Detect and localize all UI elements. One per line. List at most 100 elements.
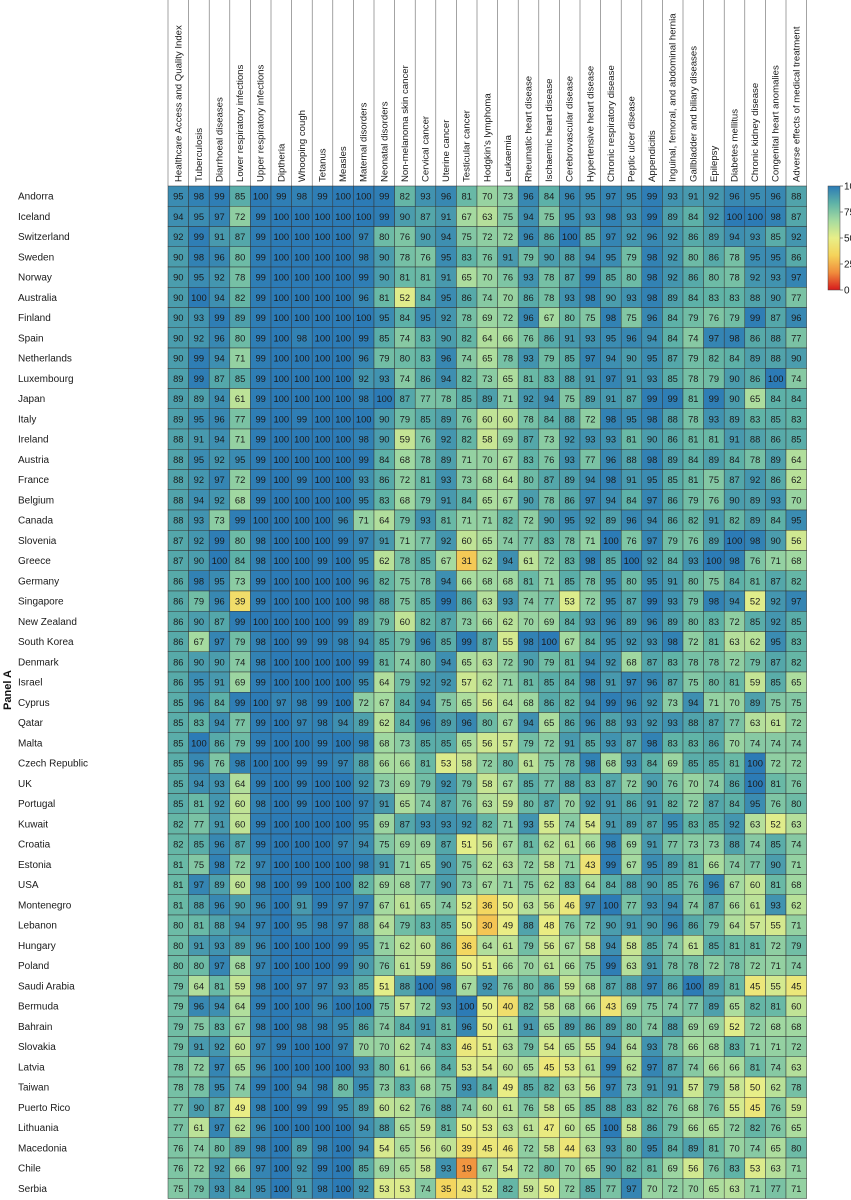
cell-value: 19 [461,1163,471,1174]
cell-value: 82 [544,1082,554,1093]
cell-value: 80 [235,251,245,262]
cell-value: 92 [585,798,595,809]
cell-value: 97 [358,231,368,242]
cell-value: 82 [235,292,245,303]
cell-value: 64 [379,515,389,526]
cell-value: 78 [585,575,595,586]
cell-value: 82 [626,1163,636,1174]
cell-value: 98 [606,474,616,485]
cell-value: 92 [667,231,677,242]
cell-value: 81 [729,758,739,769]
cell-value: 69 [379,1163,389,1174]
row-label: Chile [18,1164,41,1175]
cell-value: 72 [523,1163,533,1174]
cell-value: 100 [273,454,289,465]
cell-value: 54 [482,1061,492,1072]
cell-value: 62 [482,555,492,566]
cell-value: 61 [523,758,533,769]
cell-value: 100 [212,555,228,566]
cell-value: 62 [400,940,410,951]
cell-value: 81 [214,980,224,991]
cell-value: 58 [544,1102,554,1113]
cell-value: 89 [173,413,183,424]
cell-value: 92 [214,798,224,809]
cell-value: 84 [729,353,739,364]
cell-value: 100 [294,292,310,303]
cell-value: 91 [379,535,389,546]
cell-value: 90 [194,555,204,566]
cell-value: 59 [523,1183,533,1194]
cell-value: 91 [214,231,224,242]
cell-value: 76 [420,1102,430,1113]
cell-value: 70 [482,272,492,283]
cell-value: 100 [315,798,331,809]
cell-value: 99 [317,737,327,748]
cell-value: 87 [173,535,183,546]
cell-value: 79 [400,636,410,647]
cell-value: 100 [335,677,351,688]
cell-value: 86 [667,494,677,505]
cell-value: 100 [315,1061,331,1072]
cell-value: 86 [441,960,451,971]
cell-value: 76 [420,251,430,262]
cell-value: 100 [294,960,310,971]
column-header: Epilepsy [709,146,720,182]
cell-value: 97 [317,980,327,991]
cell-value: 84 [400,717,410,728]
cell-value: 65 [420,899,430,910]
cell-value: 96 [626,332,636,343]
cell-value: 72 [585,596,595,607]
cell-value: 81 [709,1142,719,1153]
cell-value: 76 [770,1102,780,1113]
cell-value: 84 [379,454,389,465]
cell-value: 87 [214,373,224,384]
cell-value: 91 [709,515,719,526]
cell-value: 81 [626,434,636,445]
cell-value: 82 [791,575,801,586]
cell-value: 100 [315,393,331,404]
cell-value: 71 [503,879,513,890]
cell-value: 87 [626,737,636,748]
cell-value: 93 [441,1163,451,1174]
cell-value: 75 [441,1082,451,1093]
column-header: Hodgkin's lymphoma [482,93,493,182]
cell-value: 77 [420,393,430,404]
cell-value: 92 [667,251,677,262]
cell-value: 100 [335,332,351,343]
cell-value: 100 [294,515,310,526]
cell-value: 94 [420,697,430,708]
cell-value: 75 [688,677,698,688]
cell-value: 98 [317,920,327,931]
cell-value: 88 [358,920,368,931]
cell-value: 100 [356,413,372,424]
cell-value: 80 [503,758,513,769]
cell-value: 85 [523,1082,533,1093]
cell-value: 62 [750,636,760,647]
cell-value: 96 [358,292,368,303]
cell-value: 70 [523,616,533,627]
cell-value: 78 [503,353,513,364]
cell-value: 95 [647,1142,657,1153]
cell-value: 98 [194,575,204,586]
cell-value: 83 [626,1102,636,1113]
cell-value: 100 [273,1122,289,1133]
cell-value: 98 [297,332,307,343]
cell-value: 100 [273,798,289,809]
cell-value: 61 [503,1102,513,1113]
cell-value: 99 [358,272,368,283]
cell-value: 99 [255,292,265,303]
cell-value: 100 [253,191,269,202]
cell-value: 99 [750,312,760,323]
row-label: Serbia [18,1184,47,1195]
cell-value: 67 [503,778,513,789]
cell-value: 97 [709,332,719,343]
cell-value: 100 [315,859,331,870]
cell-value: 98 [255,980,265,991]
cell-value: 96 [214,332,224,343]
cell-value: 96 [441,353,451,364]
cell-value: 87 [214,1102,224,1113]
cell-value: 82 [729,515,739,526]
cell-value: 100 [562,231,578,242]
cell-value: 74 [667,940,677,951]
cell-value: 99 [338,960,348,971]
